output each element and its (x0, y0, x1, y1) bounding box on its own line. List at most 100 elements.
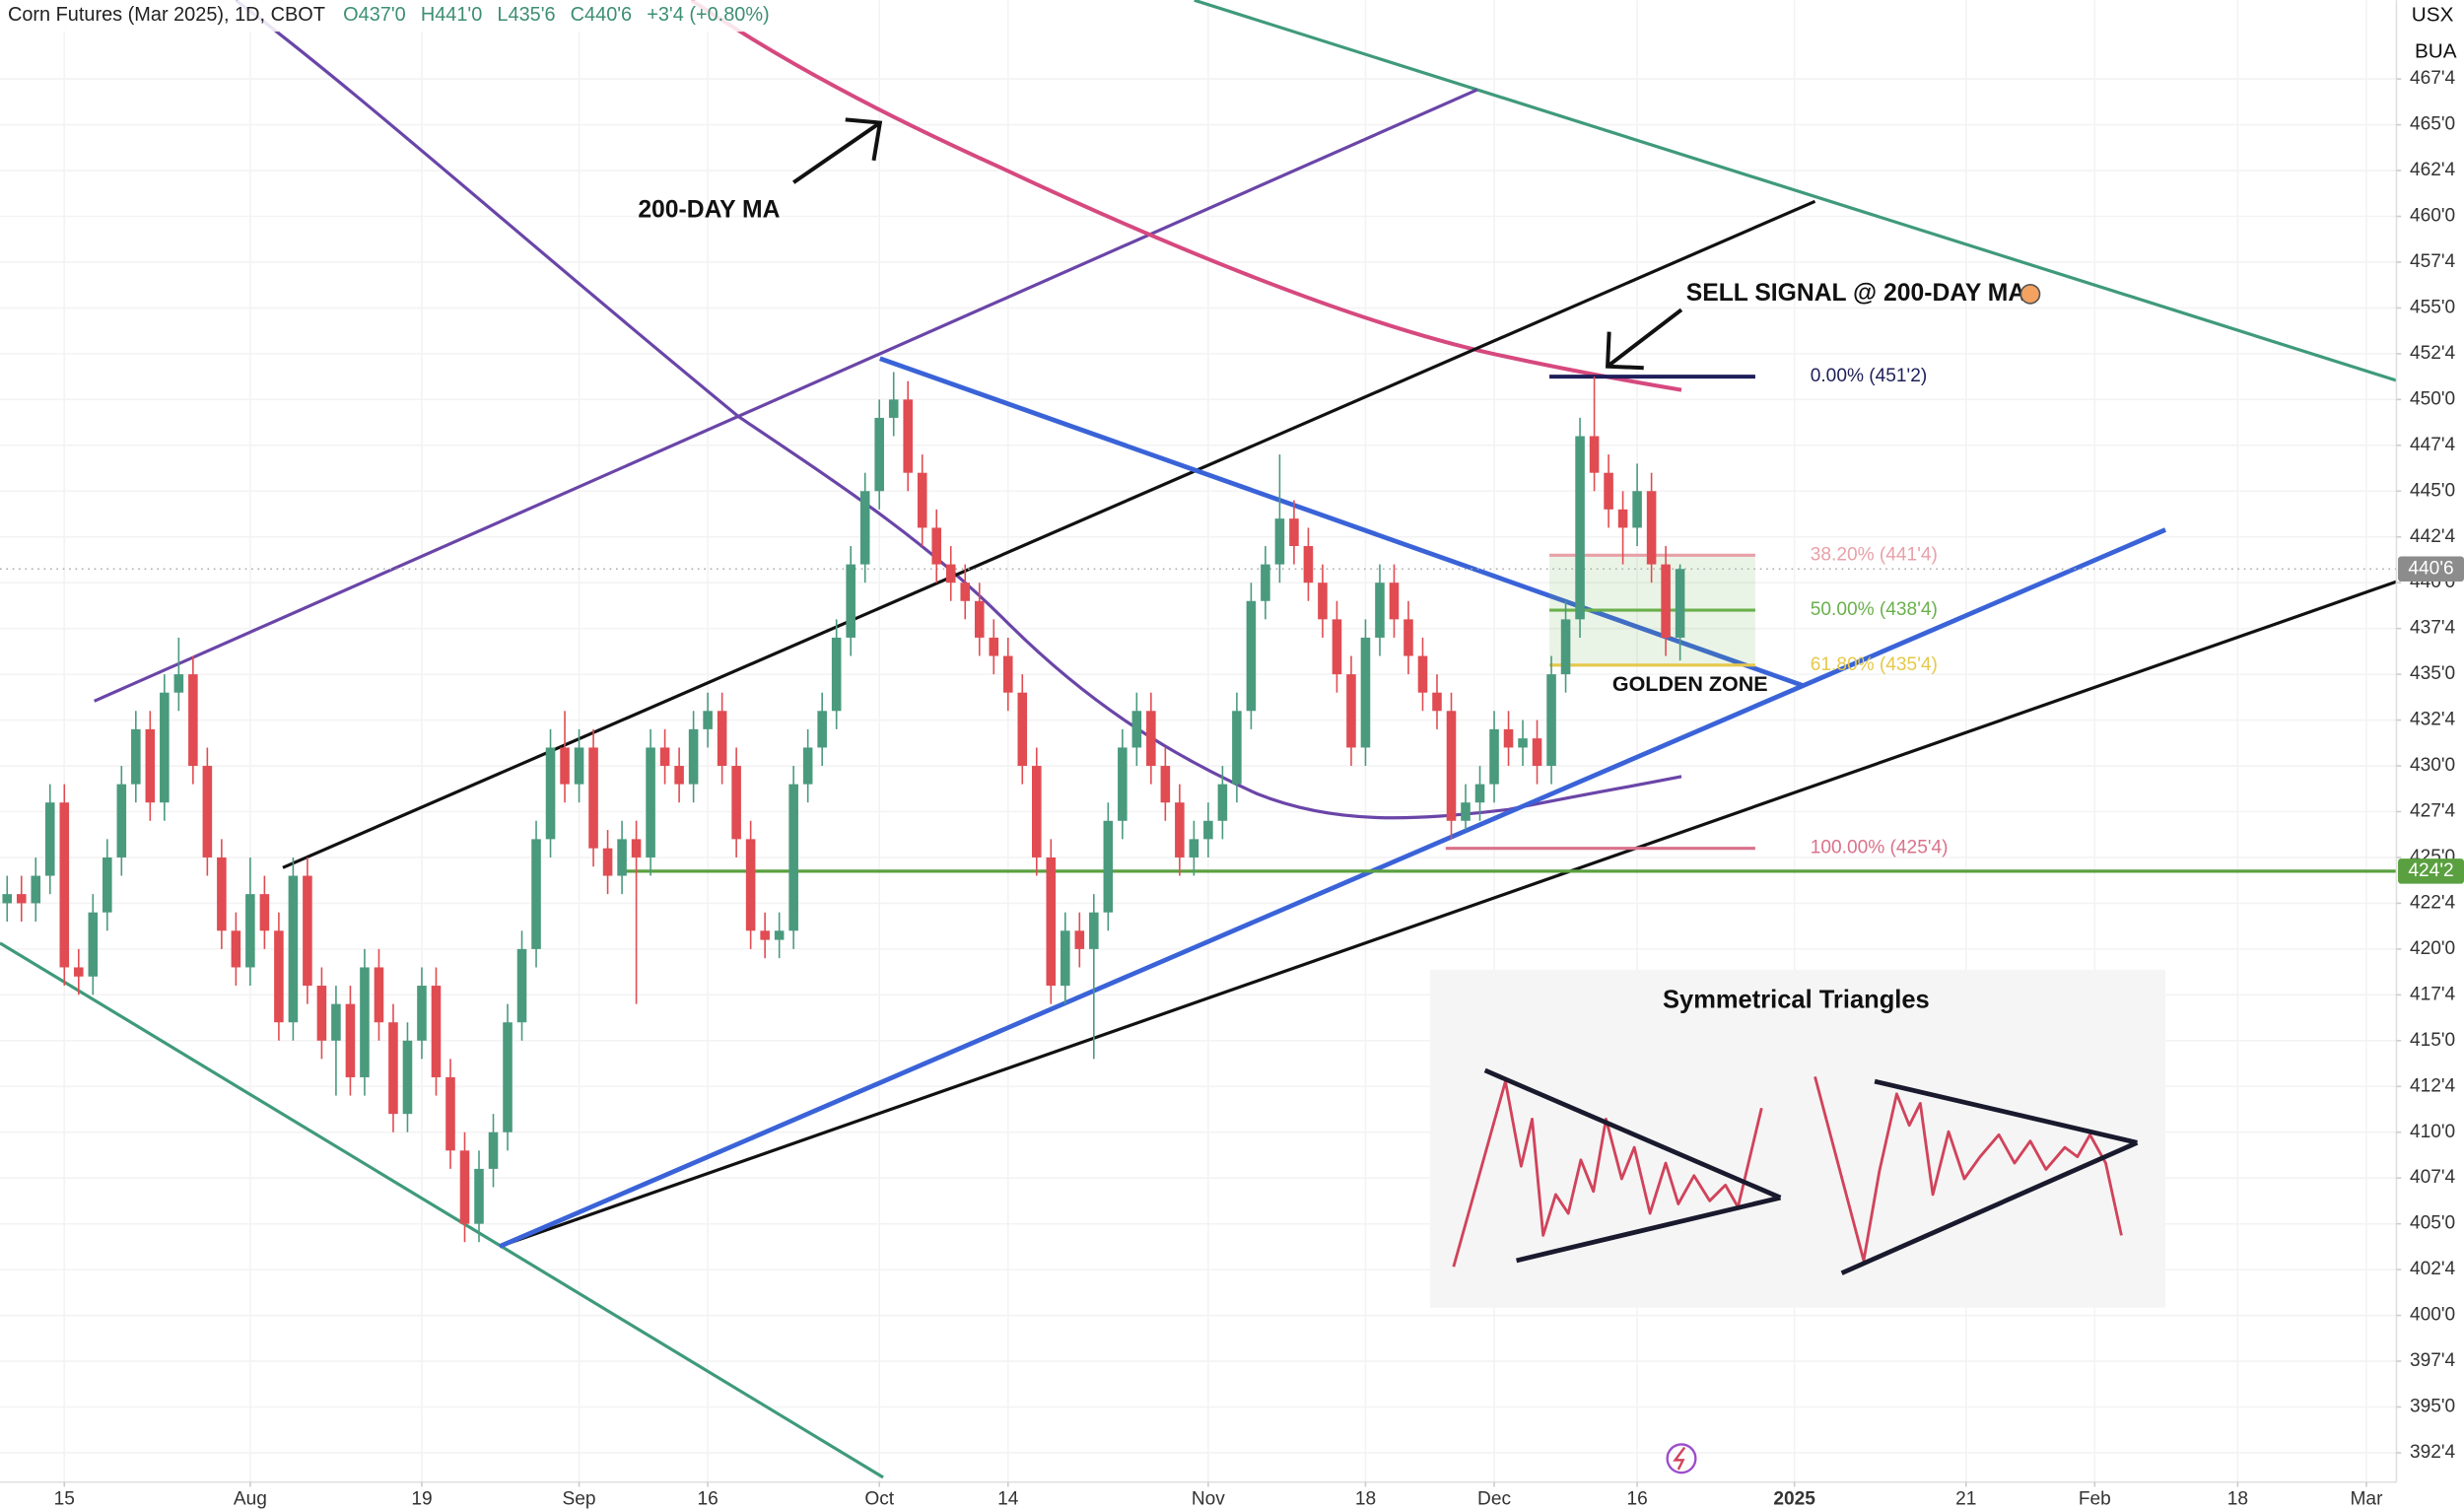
y-tick-label: 395'0 (2410, 1397, 2455, 1417)
candle-body (1389, 583, 1400, 620)
y-tick-label: 457'4 (2410, 251, 2456, 272)
y-tick-label: 467'4 (2410, 68, 2456, 89)
candle-body (503, 1022, 513, 1132)
y-tick-label: 400'0 (2410, 1305, 2455, 1326)
triangle-line (499, 527, 2167, 1249)
x-tick-label: 21 (1955, 1488, 1976, 1509)
candle-body (1446, 711, 1457, 821)
pattern-line (1483, 1067, 1782, 1200)
channel-line (499, 580, 2397, 1249)
pattern-line (1840, 1140, 2139, 1275)
candle-body (745, 839, 756, 931)
x-tick-label: 18 (2227, 1488, 2248, 1509)
y-tick-label: 437'4 (2410, 618, 2456, 639)
candle-body (659, 747, 670, 767)
candle-body (231, 930, 241, 968)
candle-body (1417, 655, 1428, 693)
candle-body (1403, 619, 1413, 656)
candles (2, 372, 1685, 1243)
candle-body (431, 986, 442, 1077)
candle-body (1189, 839, 1199, 857)
pattern-line (1814, 1075, 2123, 1263)
candle-body (74, 967, 84, 977)
candle-body (173, 674, 184, 693)
candle-body (1332, 619, 1342, 675)
x-tick-label: Aug (234, 1488, 267, 1509)
candle-body (459, 1150, 470, 1224)
header: Corn Futures (Mar 2025), 1D, CBOT O437'0… (8, 4, 770, 26)
y-tick-label: 462'4 (2410, 160, 2456, 180)
fib-label: 0.00% (451'2) (1811, 366, 1927, 386)
candle-body (145, 728, 156, 803)
trend-line (94, 88, 1478, 703)
candle-body (1646, 491, 1657, 565)
y-tick-label: 445'0 (2410, 480, 2455, 501)
triangle-line (879, 356, 1804, 688)
candle-body (646, 747, 655, 857)
ohlc-value: O437'0 (343, 4, 406, 26)
candle-body (1160, 766, 1171, 803)
candle-body (160, 692, 170, 803)
candle-body (1461, 802, 1471, 821)
candle-body (274, 930, 284, 1023)
candle-body (1532, 738, 1542, 767)
candle-body (445, 1076, 455, 1151)
candle-body (1617, 509, 1628, 528)
x-tick-label: Feb (2079, 1488, 2111, 1509)
candle-body (960, 583, 971, 601)
candle-body (1274, 518, 1285, 565)
candle-body (1175, 802, 1185, 857)
y-tick-label: 392'4 (2410, 1442, 2456, 1463)
candle-body (331, 1003, 341, 1041)
candle-body (574, 747, 584, 785)
candle-body (303, 875, 312, 987)
candle-body (717, 711, 727, 767)
channel-line (282, 199, 1816, 869)
annotation: GOLDEN ZONE (1612, 672, 1768, 696)
candle-body (345, 1003, 356, 1077)
candle-body (245, 894, 255, 968)
arrow (1605, 308, 1683, 371)
support-label: 424'2 (2408, 860, 2453, 881)
candle-body (1546, 674, 1556, 767)
fib-label: 50.00% (438'4) (1811, 599, 1938, 620)
moving-average-200 (690, 0, 1682, 392)
unit-background (2398, 0, 2464, 70)
ohlc-value: L435'6 (497, 4, 555, 26)
candle-body (1503, 728, 1514, 748)
inset-title: Symmetrical Triangles (1663, 987, 1930, 1014)
candle-body (59, 802, 70, 968)
candle-body (631, 839, 642, 857)
candle-body (917, 472, 927, 528)
candle-body (1303, 546, 1314, 583)
candle-body (846, 564, 856, 638)
y-tick-label: 397'4 (2410, 1350, 2456, 1371)
candle-body (360, 967, 370, 1077)
candle-body (1675, 569, 1685, 638)
candle-body (945, 564, 956, 583)
candle-body (217, 857, 227, 931)
candle-body (888, 399, 899, 418)
candle-body (103, 857, 112, 913)
fib-label: 61.80% (435'4) (1811, 654, 1938, 675)
y-tick-label: 455'0 (2410, 297, 2455, 317)
candle-body (488, 1132, 499, 1169)
candle-body (316, 986, 327, 1041)
candle-body (859, 491, 870, 565)
candle-body (760, 930, 770, 940)
y-tick-label: 430'0 (2410, 755, 2455, 776)
candle-body (602, 848, 613, 876)
y-tick-label: 432'4 (2410, 710, 2456, 730)
y-tick-label: 452'4 (2410, 343, 2456, 364)
inset: Symmetrical Triangles (1429, 969, 2166, 1308)
candle-body (1289, 518, 1299, 547)
annotation: 200-DAY MA (638, 196, 780, 223)
support-box (2398, 858, 2464, 884)
candle-body (731, 766, 741, 840)
y-tick-label: 450'0 (2410, 388, 2455, 409)
candle-body (1046, 857, 1057, 987)
drawings (0, 0, 2397, 1479)
candle-body (388, 1022, 398, 1115)
y-tick-label: 405'0 (2410, 1213, 2455, 1234)
